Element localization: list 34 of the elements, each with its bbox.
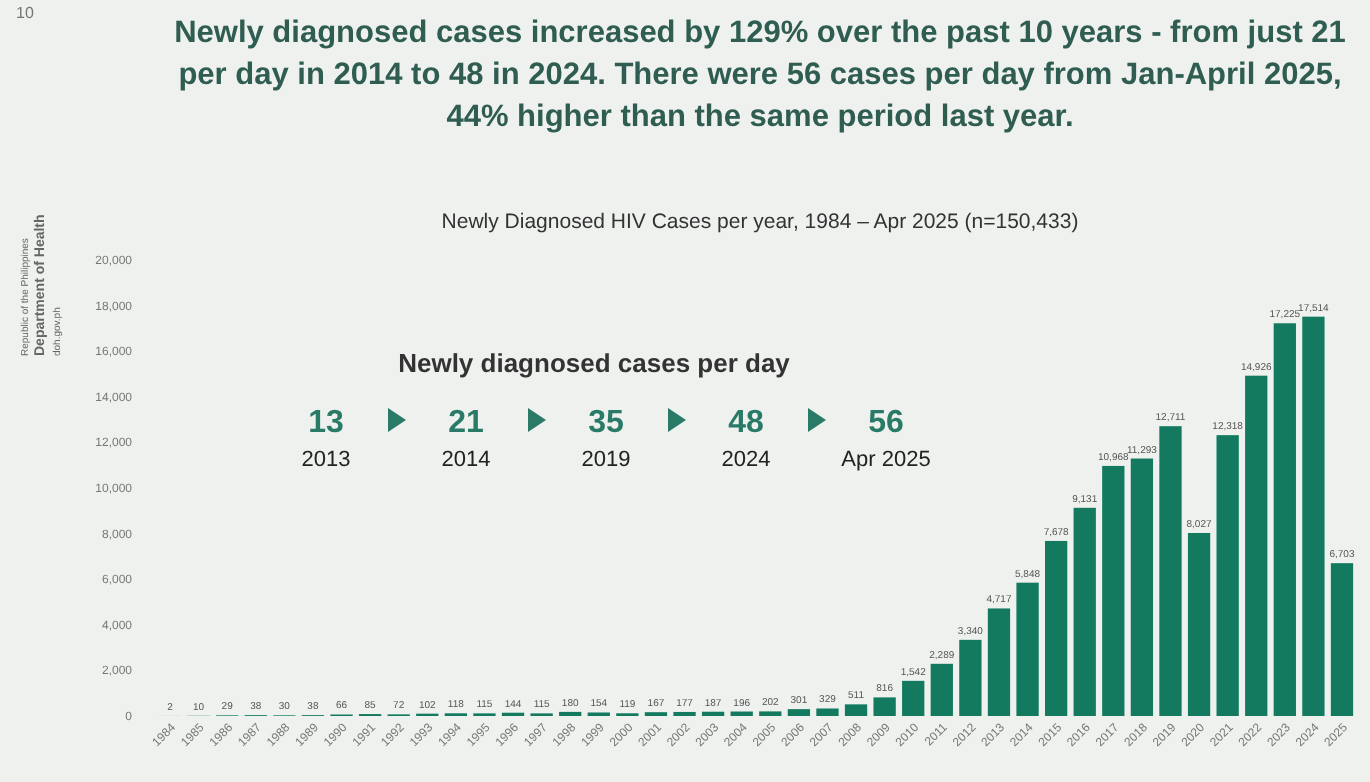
bar <box>1302 316 1325 716</box>
bar <box>844 704 868 716</box>
text: 10 <box>16 4 35 22</box>
bar <box>1273 323 1296 716</box>
bar <box>873 697 896 716</box>
bar <box>1073 507 1096 716</box>
bar <box>959 639 982 716</box>
annotation: Apr 2025 <box>841 448 931 472</box>
bar <box>1044 540 1068 716</box>
annotation: Newly diagnosed cases per day <box>398 348 792 378</box>
bar <box>787 709 811 716</box>
bar <box>987 608 1011 716</box>
annotation: 2019 <box>581 448 631 472</box>
annotation: 48 <box>728 406 764 440</box>
bar <box>1216 435 1239 716</box>
bar <box>1330 563 1354 716</box>
annotation: 2013 <box>301 448 351 472</box>
bar <box>1245 375 1268 716</box>
chart-title: Newly diagnosed cases increased by 129% over the past 10 years - from just 21 per day in 2014 to 48 in 2024. There were 56 cases per day from Jan-April 2025, 44% higher than the same period last year. <box>174 16 1347 134</box>
bar <box>1102 465 1125 716</box>
annotation: 13 <box>308 406 344 440</box>
chart-subtitle: Newly Diagnosed HIV Cases per year, 1984 – Apr 2025 (n=150,433) <box>441 210 1079 234</box>
bar <box>1187 532 1211 716</box>
bar <box>1159 426 1182 716</box>
bar <box>816 708 839 716</box>
annotation: 21 <box>448 406 484 440</box>
bar <box>1130 458 1154 716</box>
annotation: 2014 <box>441 448 491 472</box>
annotation: 56 <box>868 406 904 440</box>
bar <box>902 680 925 716</box>
annotation: 35 <box>588 406 624 440</box>
bar <box>930 663 953 716</box>
annotation: 2024 <box>721 448 771 472</box>
bar <box>1016 582 1039 716</box>
